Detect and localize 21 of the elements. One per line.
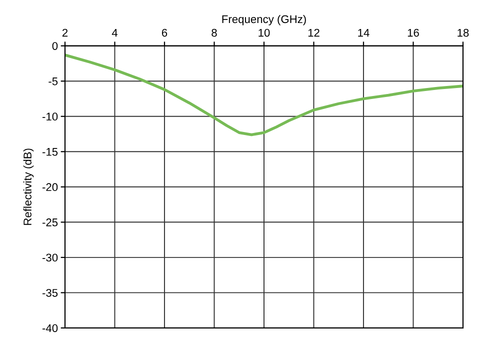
x-axis-title: Frequency (GHz): [222, 14, 306, 26]
y-axis-title: Reflectivity (dB): [23, 148, 34, 225]
y-tick-label: 0: [52, 42, 58, 50]
y-tick-label: -10: [42, 112, 58, 121]
x-tick-label: 12: [308, 28, 320, 37]
y-tick-label: -20: [42, 183, 58, 192]
x-tick-label: 2: [62, 28, 68, 37]
y-tick-label: -35: [42, 288, 58, 297]
y-tick-label: -5: [48, 77, 58, 86]
y-tick-label: -15: [42, 148, 58, 156]
line-series: [65, 54, 463, 136]
x-tick-label: 6: [162, 28, 168, 37]
x-tick-label: 4: [112, 28, 118, 37]
x-tick-label: 16: [408, 28, 419, 37]
x-tick-label: 8: [212, 28, 217, 37]
x-tick-label: 18: [458, 28, 469, 37]
y-tick-label: -30: [42, 254, 58, 262]
y-tick-label: -25: [42, 218, 58, 226]
x-tick-label: 14: [358, 28, 370, 37]
x-tick-label: 10: [258, 28, 270, 37]
y-tick-label: -40: [42, 324, 58, 332]
